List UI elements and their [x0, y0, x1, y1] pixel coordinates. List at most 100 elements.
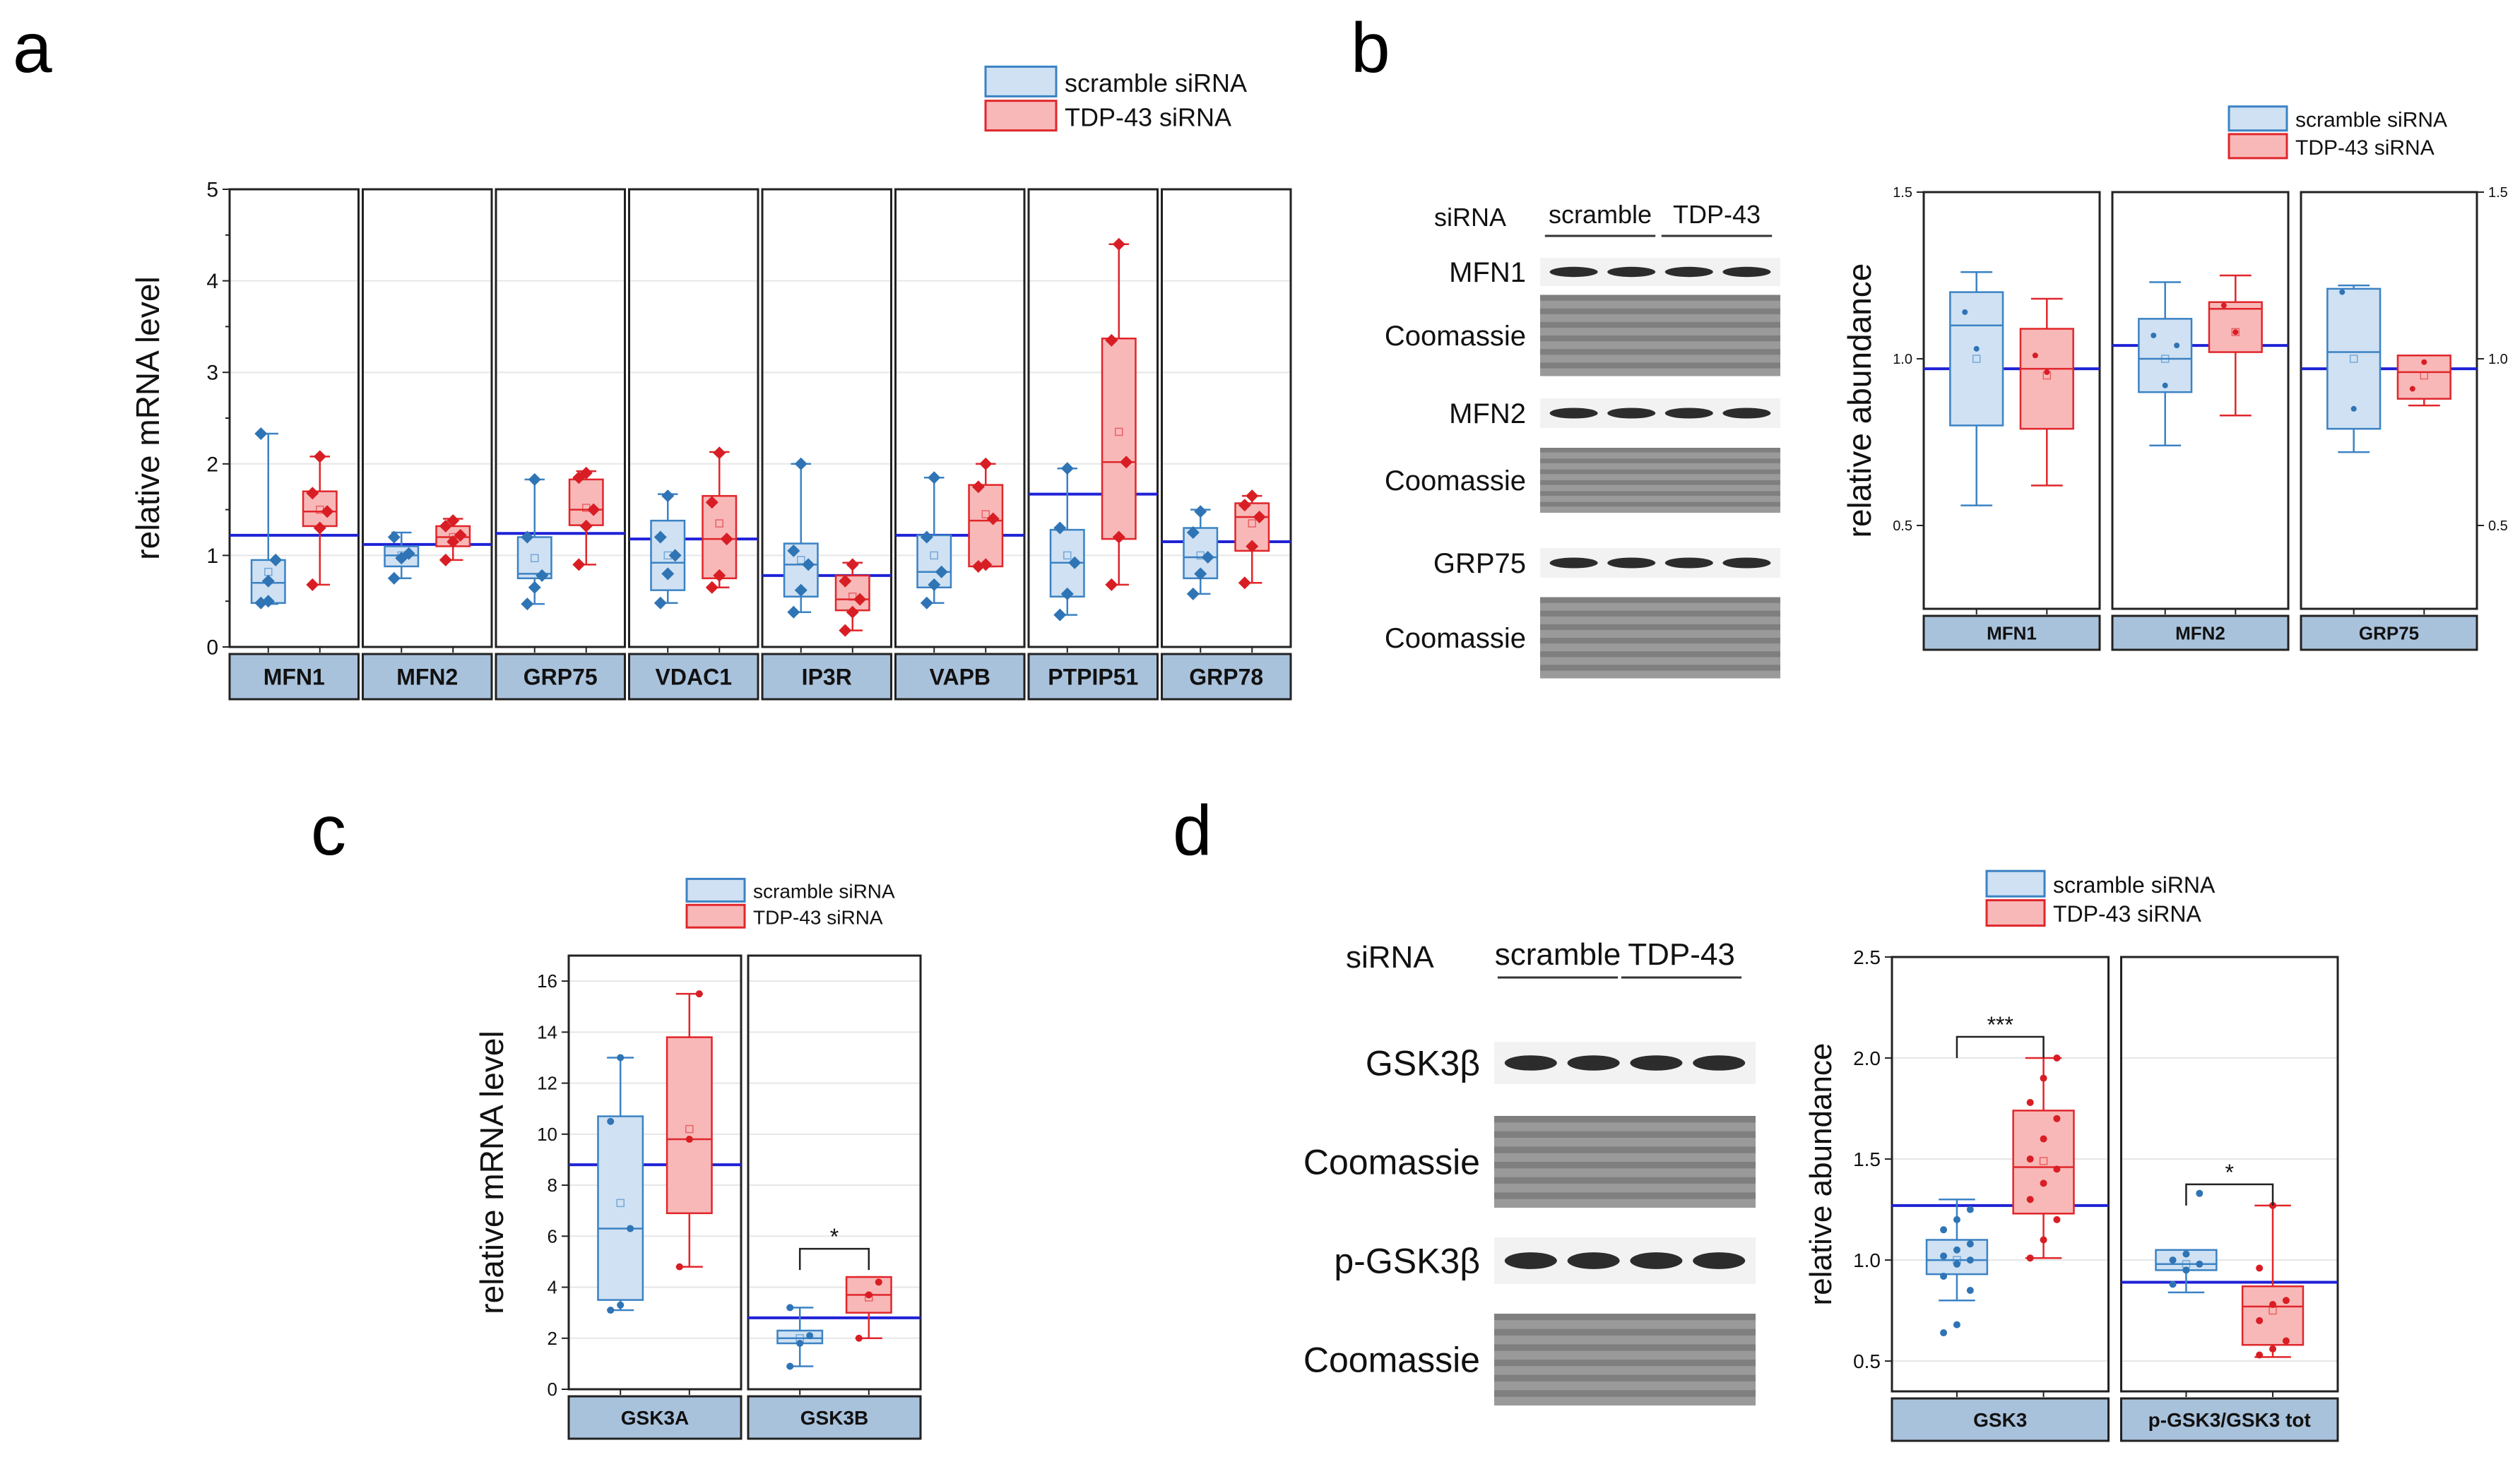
box-scramble: [384, 545, 420, 568]
data-point-tdp: [2256, 1317, 2264, 1324]
data-point-tdp: [2409, 386, 2415, 392]
legend-swatch-scramble: [984, 65, 1058, 97]
data-point-scramble: [536, 569, 549, 582]
data-point-tdp: [2282, 1297, 2290, 1304]
data-point-scramble: [2350, 405, 2357, 412]
y-tick-label: 1: [206, 545, 218, 568]
data-point-scramble: [402, 547, 415, 560]
data-point-tdp: [587, 503, 601, 516]
data-point-tdp: [321, 505, 334, 518]
panel-frame: [567, 954, 743, 1391]
category-strip: [628, 653, 759, 701]
blot-row-label: Coomassie: [1385, 321, 1526, 352]
coomassie-band: [1494, 1344, 1756, 1351]
panel-grp75: GRP75: [2300, 191, 2478, 651]
category-strip: [362, 653, 493, 701]
data-point-tdp: [2256, 1264, 2264, 1272]
blot-band: [1693, 1055, 1746, 1071]
category-strip: [1891, 1397, 2110, 1442]
data-point-tdp: [2026, 1254, 2034, 1262]
data-point-tdp: [705, 496, 718, 509]
box-scramble: [1949, 291, 2004, 427]
panel-frame: [1161, 188, 1292, 648]
data-point-tdp: [839, 624, 852, 637]
data-point-tdp: [313, 521, 326, 535]
coomassie-band: [1540, 469, 1780, 475]
y-tick-label: 3: [206, 362, 218, 385]
blot-header-label: siRNA: [1346, 940, 1434, 975]
coomassie-band: [1540, 651, 1780, 658]
legend-swatch-scramble: [2228, 105, 2288, 132]
coomassie-band: [1540, 362, 1780, 369]
panel-frame: [228, 188, 360, 648]
data-point-scramble: [528, 473, 541, 486]
western-blot-d: siRNA scramble TDP-43 GSK3β Coomassie p-GSK3β…: [1303, 937, 1756, 1405]
mean-marker-scramble: [1063, 551, 1072, 560]
box-tdp: [2012, 1110, 2075, 1215]
data-point-tdp: [865, 1291, 872, 1299]
data-point-tdp: [2032, 352, 2038, 359]
y-tick-label: 12: [537, 1073, 557, 1094]
panel-frame: [747, 954, 922, 1391]
data-point-tdp: [2040, 1236, 2047, 1244]
legend-label-tdp: TDP-43 siRNA: [2295, 136, 2435, 160]
data-point-scramble: [1194, 567, 1207, 581]
data-point-scramble: [254, 427, 268, 441]
blot-band: [1549, 408, 1598, 419]
data-point-scramble: [607, 1307, 615, 1314]
panel-gsk3a: GSK3A: [567, 954, 743, 1440]
legend-label-tdp: TDP-43 siRNA: [2053, 901, 2201, 927]
data-point-tdp: [2053, 1054, 2061, 1062]
blot-group-label-0: scramble: [1495, 937, 1621, 972]
data-point-tdp: [1120, 456, 1133, 469]
y-tick-label: 8: [548, 1175, 557, 1196]
data-point-scramble: [787, 544, 800, 557]
blot-band: [1504, 1252, 1557, 1269]
blot-band: [1504, 1055, 1557, 1071]
chart-d-gsk-abundance-boxplot: scramble siRNA TDP-43 siRNA 0.5 1.0 1.5 2.0 2.…: [1804, 869, 2339, 1442]
data-point-scramble: [2182, 1250, 2190, 1258]
data-point-tdp: [2053, 1115, 2061, 1122]
data-point-tdp: [439, 519, 452, 533]
legend-label-tdp: TDP-43 siRNA: [1065, 102, 1231, 131]
significance-label: *: [2225, 1160, 2234, 1185]
category-label: GRP78: [1189, 665, 1263, 690]
data-point-tdp: [579, 519, 593, 533]
data-point-tdp: [839, 574, 852, 588]
category-label: GSK3: [1973, 1409, 2027, 1431]
data-point-tdp: [2269, 1345, 2277, 1353]
y-tick-label: 6: [548, 1225, 557, 1247]
coomassie-band: [1494, 1390, 1756, 1397]
data-point-scramble: [668, 549, 682, 562]
panel-label-b: b: [1351, 8, 1390, 88]
blot-band: [1722, 408, 1771, 419]
legend-swatch-tdp: [685, 903, 746, 929]
y-axis-label: relative abundance: [1804, 1043, 1838, 1306]
data-point-scramble: [2196, 1260, 2203, 1268]
mean-marker-tdp: [2039, 1157, 2048, 1165]
legend-label-scramble: scramble siRNA: [2295, 109, 2447, 132]
data-point-scramble: [1053, 608, 1067, 622]
data-point-scramble: [617, 1054, 625, 1062]
data-point-tdp: [979, 558, 993, 571]
data-point-tdp: [875, 1278, 882, 1286]
data-point-tdp: [1253, 510, 1266, 523]
data-point-scramble: [2196, 1189, 2203, 1197]
panel-label-d: d: [1173, 791, 1212, 870]
data-point-scramble: [1973, 345, 1980, 352]
significance-bracket: [2185, 1183, 2274, 1206]
significance-bracket: [798, 1247, 870, 1271]
data-point-tdp: [2040, 1179, 2047, 1187]
data-point-scramble: [1953, 1216, 1960, 1223]
data-point-scramble: [2151, 332, 2157, 338]
data-point-scramble: [1940, 1329, 1948, 1337]
data-point-scramble: [920, 596, 933, 610]
y-axis-label: relative mRNA level: [473, 1030, 510, 1314]
blot-band: [1607, 266, 1656, 278]
data-point-scramble: [1940, 1252, 1948, 1260]
y-axis-label: relative mRNA level: [129, 276, 166, 559]
coomassie-band: [1494, 1329, 1756, 1336]
data-point-scramble: [787, 605, 800, 619]
data-point-scramble: [261, 595, 275, 608]
